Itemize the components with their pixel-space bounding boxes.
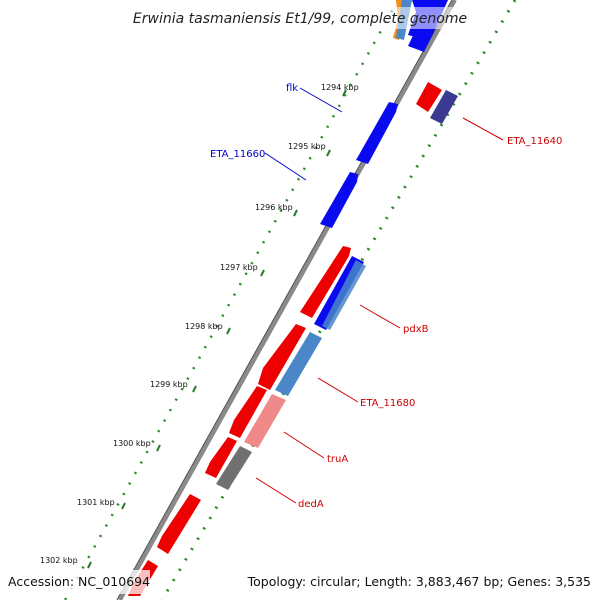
gene-label-eta-11680[interactable]: ETA_11680: [360, 398, 415, 409]
gene-label-trua[interactable]: truA: [327, 454, 348, 465]
genome-backbone-shadow: [116, 0, 453, 600]
tick-labels: 1294 kbp 1295 kbp 1296 kbp 1297 kbp 1298…: [40, 83, 359, 565]
leader-line: [264, 152, 307, 181]
gene-label-deda[interactable]: dedA: [298, 499, 324, 510]
tick-label: 1300 kbp: [113, 439, 151, 448]
gene-feature[interactable]: [356, 102, 398, 164]
gene-feature[interactable]: [416, 82, 442, 112]
footer-backdrop-right: [255, 570, 600, 594]
footer-backdrop-left: [0, 570, 150, 594]
leader-line: [283, 431, 325, 459]
gene-feature[interactable]: [229, 386, 267, 438]
tick-label: 1299 kbp: [150, 380, 188, 389]
gene-feature[interactable]: [275, 332, 322, 396]
gene-feature[interactable]: [300, 246, 351, 318]
gene-feature[interactable]: [430, 90, 458, 124]
gene-feature[interactable]: [205, 437, 237, 478]
leader-line: [359, 304, 401, 329]
gene-feature[interactable]: [322, 260, 366, 330]
title-backdrop: [130, 7, 470, 29]
reverse-strand-features: [216, 0, 458, 490]
tick-label: 1298 kbp: [185, 322, 223, 331]
gene-label-flk[interactable]: flk: [286, 83, 298, 94]
gene-labels: flk ETA_11660 ETA_11640 pdxB ETA_11680 t…: [210, 83, 562, 510]
leader-line: [317, 377, 359, 403]
tick-label: 1302 kbp: [40, 556, 78, 565]
label-leaders: [255, 87, 504, 504]
tick-label: 1301 kbp: [77, 498, 115, 507]
gene-label-pdxb[interactable]: pdxB: [403, 324, 429, 335]
leader-line: [462, 117, 504, 141]
tick-label: 1295 kbp: [288, 142, 326, 151]
accession-text: Accession: NC_010694: [8, 574, 150, 589]
kbp-tick-marks: [87, 89, 347, 569]
gene-feature[interactable]: [244, 394, 286, 448]
gene-feature[interactable]: [320, 172, 358, 228]
gene-label-eta-11660[interactable]: ETA_11660: [210, 149, 265, 160]
genome-summary-text: Topology: circular; Length: 3,883,467 bp…: [247, 574, 591, 589]
leader-line: [299, 87, 343, 113]
tick-label: 1294 kbp: [321, 83, 359, 92]
tick-label: 1296 kbp: [255, 203, 293, 212]
leader-line: [255, 477, 297, 504]
tick-label: 1297 kbp: [220, 263, 258, 272]
genome-backbone: [118, 0, 457, 600]
gene-feature[interactable]: [216, 446, 252, 490]
gene-feature[interactable]: [157, 494, 201, 554]
map-title: Erwinia tasmaniensis Et1/99, complete ge…: [133, 11, 467, 27]
gene-feature[interactable]: [258, 324, 306, 390]
gene-label-eta-11640[interactable]: ETA_11640: [507, 136, 562, 147]
